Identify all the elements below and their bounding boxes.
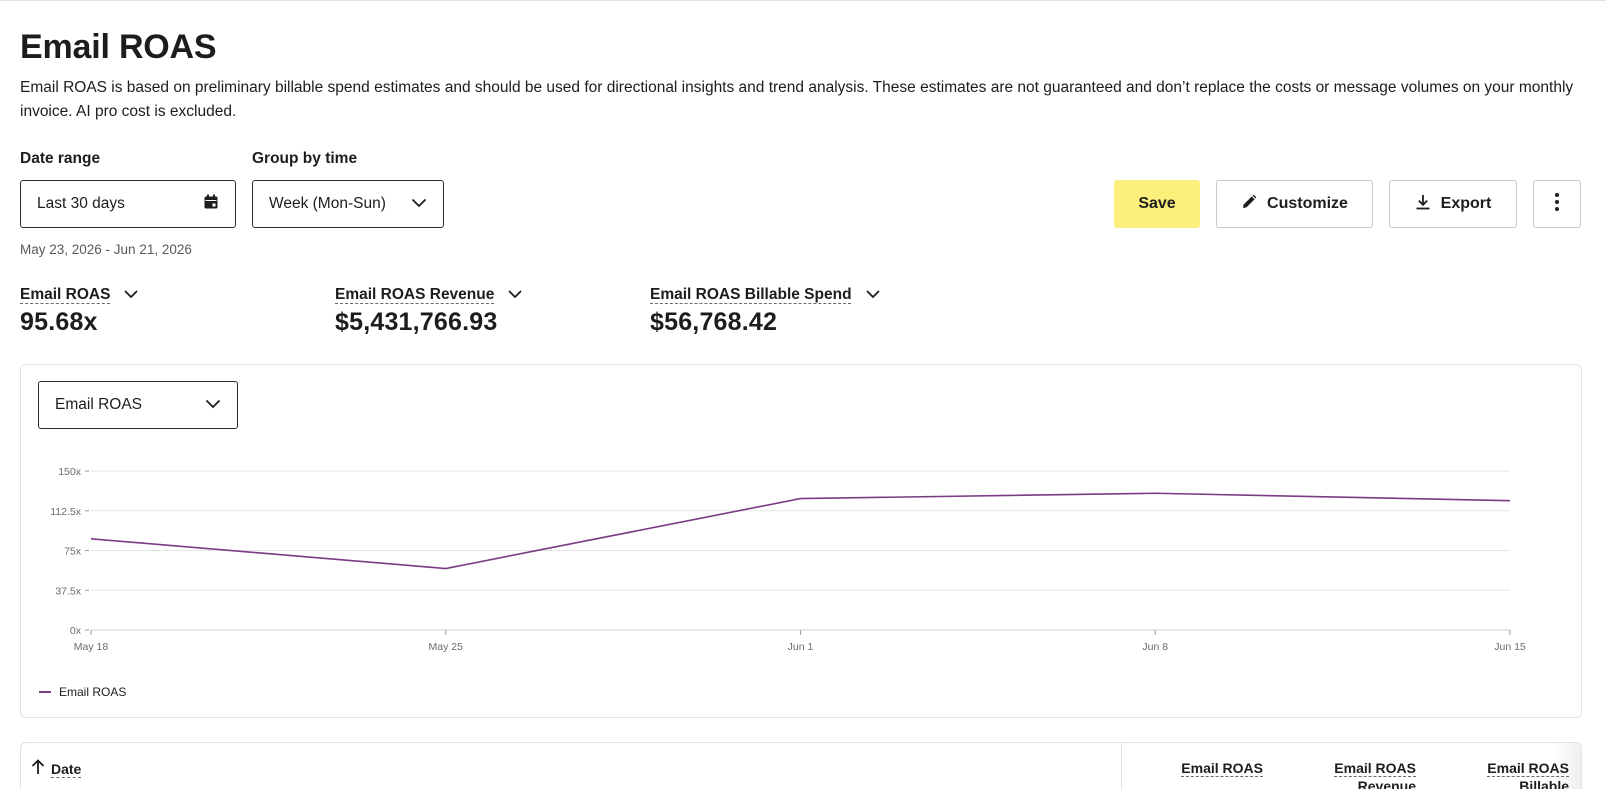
x-tick-label: Jun 8 — [1142, 641, 1168, 653]
pencil-icon — [1241, 194, 1257, 215]
data-table: Date Email ROAS Email ROAS Revenue Email… — [20, 742, 1582, 789]
metric-label: Email ROAS Revenue — [335, 286, 495, 303]
page-title: Email ROAS — [20, 28, 217, 66]
chevron-down-icon — [124, 286, 139, 304]
legend-swatch — [39, 691, 51, 693]
export-button[interactable]: Export — [1389, 180, 1517, 228]
chart-metric-select[interactable]: Email ROAS — [38, 381, 238, 429]
customize-button-label: Customize — [1267, 195, 1348, 212]
metric-label: Email ROAS Billable Spend — [650, 286, 852, 303]
top-divider — [0, 0, 1606, 1]
metric-email-roas-revenue: Email ROAS Revenue $5,431,766.93 — [335, 286, 522, 337]
date-column-label: Date — [51, 760, 82, 777]
x-tick-label: May 25 — [429, 641, 464, 653]
date-column-header[interactable]: Date — [31, 759, 81, 778]
metric-value: 95.68x — [20, 308, 98, 336]
group-by-value: Week (Mon-Sun) — [269, 195, 386, 212]
arrow-up-icon — [31, 759, 45, 778]
metric-selector[interactable]: Email ROAS Billable Spend — [650, 286, 880, 304]
page-description: Email ROAS is based on preliminary billa… — [20, 79, 1574, 120]
metric-value: $56,768.42 — [650, 308, 778, 336]
more-vertical-icon — [1554, 192, 1560, 217]
metric-selector[interactable]: Email ROAS Revenue — [335, 286, 522, 304]
group-by-select[interactable]: Week (Mon-Sun) — [252, 180, 444, 228]
date-range-subtext: May 23, 2026 - Jun 21, 2026 — [20, 242, 192, 257]
export-button-label: Export — [1440, 195, 1492, 212]
scroll-shadow — [1551, 743, 1581, 789]
series-line — [90, 492, 1511, 570]
chevron-down-icon — [411, 195, 427, 213]
column-header-email-roas-revenue[interactable]: Email ROAS Revenue — [1334, 760, 1416, 789]
column-header-email-roas-billable[interactable]: Email ROAS Billable — [1487, 760, 1569, 789]
metric-email-roas: Email ROAS 95.68x — [20, 286, 139, 337]
more-options-button[interactable] — [1533, 180, 1581, 228]
customize-button[interactable]: Customize — [1216, 180, 1373, 228]
x-tick-label: Jun 1 — [788, 641, 814, 653]
y-tick-label: 112.5x — [50, 506, 81, 518]
metric-email-roas-billable-spend: Email ROAS Billable Spend $56,768.42 — [650, 286, 880, 337]
date-range-value: Last 30 days — [37, 195, 125, 212]
x-tick-label: Jun 15 — [1494, 641, 1526, 653]
y-tick-label: 75x — [64, 546, 82, 558]
chart-legend: Email ROAS — [39, 685, 126, 699]
calendar-icon — [203, 194, 219, 215]
metric-value: $5,431,766.93 — [335, 308, 498, 336]
y-tick-label: 150x — [58, 466, 82, 478]
legend-label: Email ROAS — [59, 685, 127, 699]
chevron-down-icon — [865, 286, 880, 304]
date-range-picker[interactable]: Last 30 days — [20, 180, 236, 228]
chart-card: 0x 37.5x 75x 112.5x 150x May 18 May 25 Jun 1 Jun… — [20, 364, 1582, 718]
column-divider — [1121, 743, 1122, 789]
date-range-label: Date range — [20, 150, 101, 167]
x-tick-label: May 18 — [74, 641, 109, 653]
column-header-email-roas[interactable]: Email ROAS — [1181, 760, 1263, 776]
line-chart: 0x 37.5x 75x 112.5x 150x May 18 May 25 Jun 1 Jun… — [50, 466, 1526, 653]
save-button[interactable]: Save — [1114, 180, 1200, 228]
chevron-down-icon — [508, 286, 522, 304]
chart-metric-value: Email ROAS — [55, 396, 142, 413]
metric-label: Email ROAS — [20, 286, 111, 303]
y-tick-label: 0x — [70, 625, 82, 637]
chevron-down-icon — [205, 396, 221, 414]
download-icon — [1415, 194, 1431, 215]
group-by-label: Group by time — [252, 150, 358, 167]
save-button-label: Save — [1138, 195, 1176, 212]
metric-selector[interactable]: Email ROAS — [20, 286, 139, 304]
y-tick-label: 37.5x — [55, 585, 81, 597]
